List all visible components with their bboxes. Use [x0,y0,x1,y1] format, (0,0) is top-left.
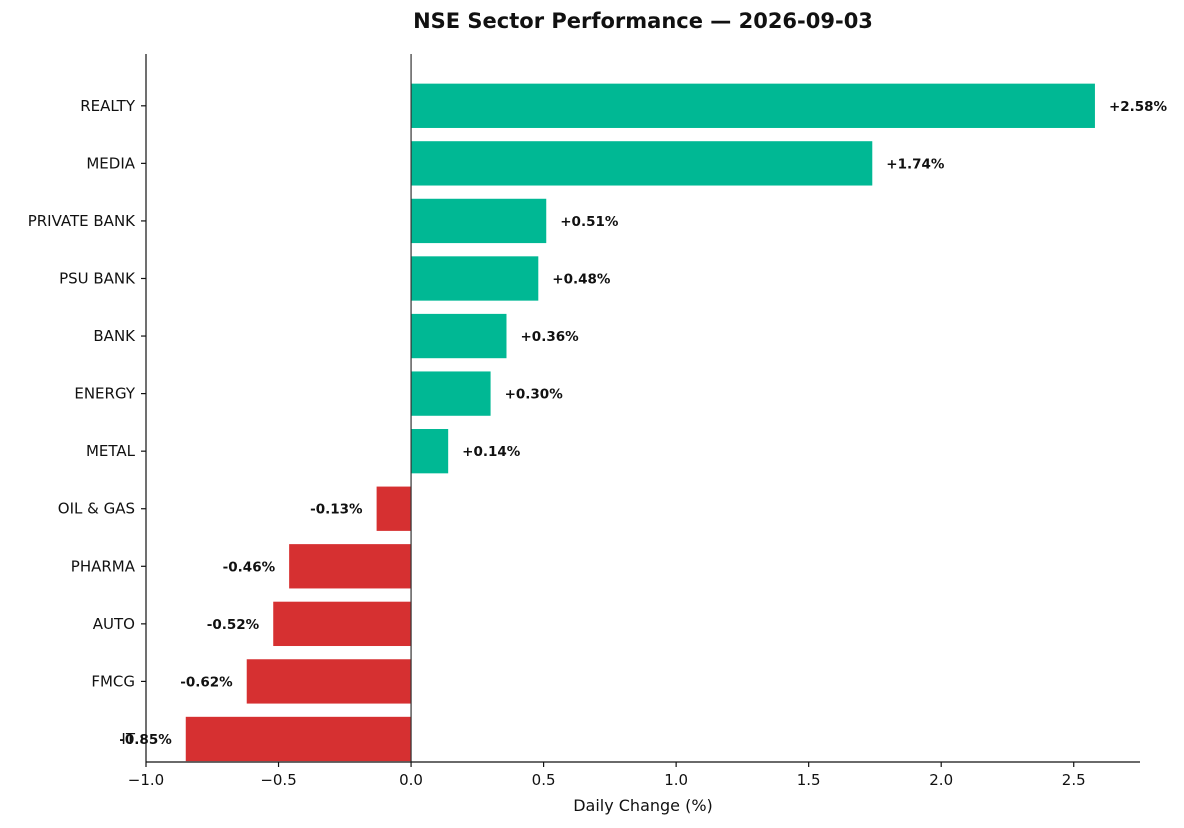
category-label: PRIVATE BANK [28,212,136,230]
data-label: +0.36% [520,329,579,345]
category-label: FMCG [91,672,135,690]
x-axis-title: Daily Change (%) [573,796,713,815]
x-tick-label: 2.0 [929,771,953,789]
bar-private-bank [411,198,547,244]
category-label: PHARMA [71,557,136,575]
data-label: +0.30% [505,387,564,403]
category-label: REALTY [80,97,136,115]
axes-group [145,54,1140,763]
x-tick-label: 0.0 [399,771,423,789]
x-tick-label: 0.5 [532,771,556,789]
data-label: -0.46% [223,559,276,575]
bar-psu-bank [411,256,539,301]
bar-fmcg [246,659,412,704]
bar-metal [411,429,449,474]
bar-auto [273,601,412,647]
chart-title: NSE Sector Performance — 2026-09-03 [413,9,873,33]
bar-oil-gas [376,486,412,531]
category-label: ENERGY [74,385,135,403]
bar-it [185,716,412,762]
data-labels-group: +2.58% +1.74% +0.51% +0.48% +0.36% +0.30% +0.1… [119,99,1167,748]
category-label: OIL & GAS [58,500,135,518]
x-tick-label: −1.0 [128,771,164,789]
category-label: PSU BANK [59,269,136,287]
data-label: -0.85% [119,732,172,748]
bar-pharma [289,544,412,589]
category-labels-group: REALTY MEDIA PRIVATE BANK PSU BANK BANK ENERG… [28,97,146,748]
data-label: +0.51% [560,214,619,230]
category-label: AUTO [93,615,135,633]
data-label: +0.14% [462,444,521,460]
category-label: BANK [93,327,136,345]
data-label: -0.13% [310,502,363,518]
data-label: +2.58% [1109,99,1168,115]
data-label: -0.62% [180,674,233,690]
x-ticks-group: −1.0 −0.5 0.0 0.5 1.0 1.5 2.0 2.5 [128,762,1086,789]
bar-realty [411,83,1095,128]
bar-energy [411,371,491,416]
category-label: METAL [86,442,136,460]
data-label: +1.74% [886,156,945,172]
category-label: IT [121,730,135,748]
x-tick-label: 1.5 [797,771,821,789]
category-label: MEDIA [86,154,135,172]
bar-bank [411,313,507,359]
bars-group [185,83,1095,762]
x-tick-label: 1.0 [664,771,688,789]
x-tick-label: −0.5 [260,771,296,789]
data-label: +0.48% [552,271,611,287]
x-tick-label: 2.5 [1062,771,1086,789]
data-label: -0.52% [207,617,260,633]
bar-media [411,141,873,186]
